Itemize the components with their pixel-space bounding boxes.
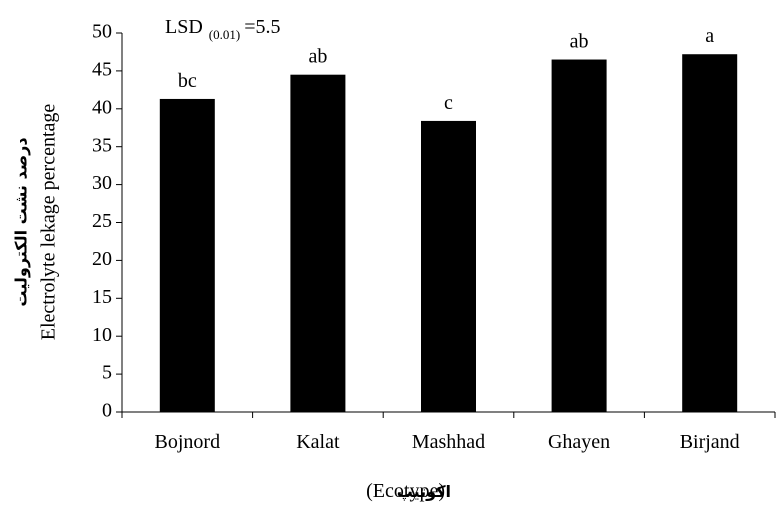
y-tick-label: 50 [92, 21, 112, 43]
significance-letter: bc [178, 70, 197, 92]
x-tick-label: Birjand [680, 431, 740, 453]
bar [682, 54, 738, 412]
x-tick-label: Ghayen [548, 431, 610, 453]
y-axis-label-fa: درصد نشت الکترولیت [12, 137, 31, 306]
significance-letter: a [705, 25, 714, 47]
y-tick-label: 5 [102, 362, 112, 384]
significance-letter: ab [570, 31, 589, 53]
x-tick-label: Bojnord [155, 431, 221, 453]
bar [159, 98, 215, 413]
lsd-sub: (0.01) [209, 27, 240, 42]
y-tick-label: 40 [92, 96, 112, 118]
y-tick-label: 10 [92, 324, 112, 346]
x-tick-label: Kalat [296, 431, 340, 453]
y-axis-label: Electrolyte lekage percentage [38, 104, 60, 341]
significance-letter: ab [308, 46, 327, 68]
lsd-label: LSD [165, 16, 203, 38]
y-tick-label: 35 [92, 134, 112, 156]
x-axis-label-fa: اکوتیپ [397, 482, 451, 502]
y-tick-label: 0 [102, 400, 112, 422]
y-tick-label: 15 [92, 286, 112, 308]
x-axis-label: (Ecotype) [366, 480, 445, 502]
lsd-annotation: LSD (0.01) =5.5 [165, 16, 281, 42]
bar [551, 59, 607, 412]
significance-letter: c [444, 92, 453, 114]
bar [421, 120, 476, 412]
lsd-value: =5.5 [244, 16, 280, 38]
y-tick-label: 30 [92, 172, 112, 194]
y-tick-label: 20 [92, 248, 112, 270]
y-tick-label: 45 [92, 58, 112, 80]
y-tick-label: 25 [92, 210, 112, 232]
x-tick-label: Mashhad [412, 431, 485, 453]
bar [290, 74, 346, 412]
